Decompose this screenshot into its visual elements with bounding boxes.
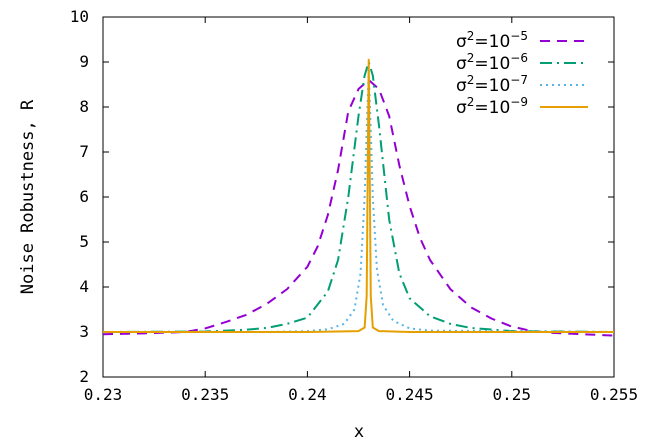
- legend-label-3: σ2=10−7: [456, 73, 528, 96]
- legend-label-1: σ2=10−5: [456, 29, 528, 52]
- x-axis-label: x: [354, 422, 364, 441]
- y-tick-label: 8: [79, 97, 89, 116]
- y-tick-label: 6: [79, 187, 89, 206]
- plot-border: [102, 16, 615, 378]
- x-axis: 0.23 0.235 0.24 0.245 0.25 0.255: [84, 17, 638, 404]
- y-tick-label: 9: [79, 52, 89, 71]
- y-tick-label: 2: [79, 367, 89, 386]
- legend: σ2=10−5σ2=10−6σ2=10−7σ2=10−9: [456, 29, 588, 118]
- x-tick-label: 0.23: [84, 385, 123, 404]
- y-tick-label: 3: [79, 322, 89, 341]
- legend-label-4: σ2=10−9: [456, 95, 528, 118]
- y-tick-label: 10: [70, 7, 89, 26]
- x-tick-label: 0.24: [288, 385, 327, 404]
- y-tick-label: 5: [79, 232, 89, 251]
- series-line-4: [103, 58, 614, 333]
- x-tick-label: 0.255: [590, 385, 638, 404]
- y-tick-label: 7: [79, 142, 89, 161]
- y-axis-label: Noise Robustness, R: [18, 99, 38, 294]
- x-tick-label: 0.25: [493, 385, 532, 404]
- x-tick-label: 0.235: [181, 385, 229, 404]
- x-tick-label: 0.245: [386, 385, 434, 404]
- series-line-3: [103, 70, 615, 333]
- legend-label-2: σ2=10−6: [456, 51, 528, 74]
- series-layer: [102, 58, 615, 337]
- plot-frame: [102, 16, 615, 378]
- y-tick-label: 4: [79, 277, 89, 296]
- y-axis: 2 3 4 5 6 7 8 9 10: [70, 7, 614, 386]
- series-line-1: [102, 79, 615, 337]
- series-line-2: [102, 61, 615, 333]
